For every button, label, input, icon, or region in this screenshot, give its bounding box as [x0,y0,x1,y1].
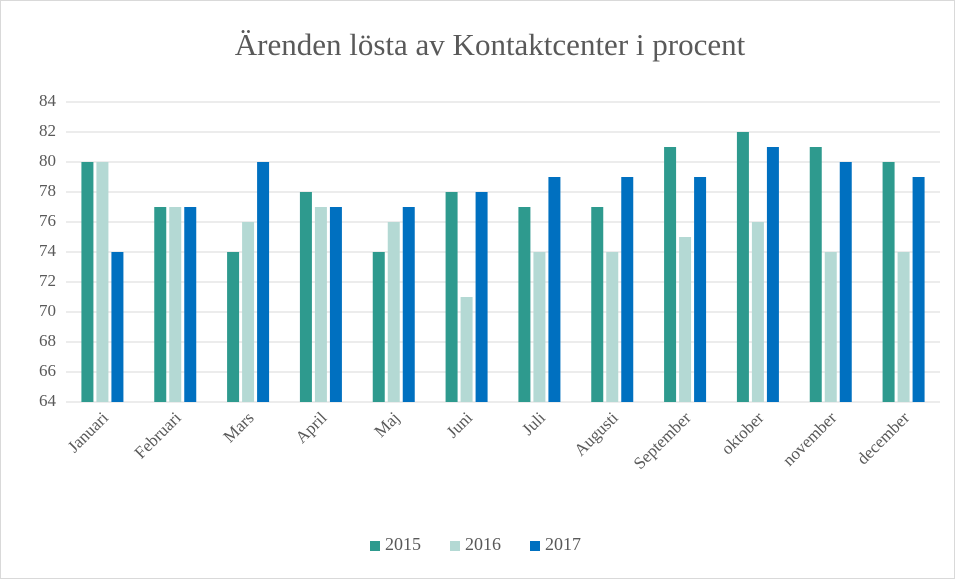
chart-title: Ärenden lösta av Kontaktcenter i procent [235,27,746,62]
bar [809,147,822,402]
legend-label: 2016 [465,534,501,554]
bar [882,162,895,402]
bar [548,177,561,402]
bar [518,207,531,402]
y-tick-label: 68 [39,331,56,350]
bar [154,207,167,402]
bar [591,207,604,402]
y-tick-label: 70 [39,301,56,320]
y-tick-label: 74 [39,241,57,260]
bar [839,162,852,402]
bar [751,222,764,402]
y-tick-label: 84 [39,91,57,110]
bar [314,207,327,402]
y-tick-label: 82 [39,121,56,140]
legend-swatch [370,541,380,551]
bar [694,177,707,402]
bar [184,207,197,402]
bar [621,177,634,402]
bar [679,237,692,402]
bar [475,192,488,402]
bar [111,252,124,402]
y-tick-label: 76 [39,211,56,230]
bar [372,252,385,402]
y-tick-label: 66 [39,361,56,380]
legend-swatch [530,541,540,551]
bar [912,177,925,402]
bar [81,162,94,402]
bar [606,252,619,402]
bar [242,222,255,402]
bar [257,162,270,402]
bar [766,147,779,402]
legend-label: 2015 [385,534,421,554]
bar [299,192,312,402]
bar [329,207,342,402]
y-tick-label: 72 [39,271,56,290]
y-tick-label: 80 [39,151,56,170]
bar [169,207,182,402]
bar [736,132,749,402]
y-tick-label: 78 [39,181,56,200]
y-tick-label: 64 [39,391,57,410]
bar [96,162,109,402]
bar [387,222,400,402]
bar [445,192,458,402]
bar [402,207,415,402]
bar [664,147,677,402]
bar [824,252,837,402]
bar [897,252,910,402]
bar [227,252,240,402]
bar [460,297,473,402]
legend-swatch [450,541,460,551]
bar [533,252,546,402]
legend-label: 2017 [545,534,581,554]
